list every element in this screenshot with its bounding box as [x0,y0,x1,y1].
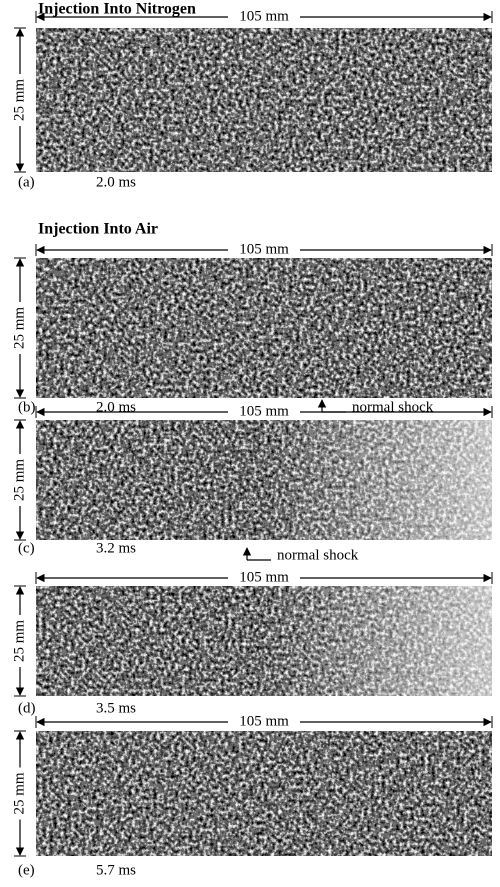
dimension-label-bg [12,767,28,820]
panel-label: (a) [18,174,35,190]
dimension-label-bg [12,454,28,506]
section-title: Injection Into Air [38,221,158,238]
width-label: 105 mm [239,569,289,585]
panel-label: (e) [18,862,35,878]
height-label: 25 mm [11,79,27,121]
time-label: 3.2 ms [96,540,136,556]
panel-label: (b) [18,399,36,415]
height-label: 25 mm [11,307,27,349]
dimension-label-bg [228,714,300,730]
dimension-label-bg [12,615,28,667]
dimension-label-bg [228,242,300,258]
dimension-label-bg [228,570,300,586]
panel-label: (d) [18,700,36,716]
width-label: 105 mm [239,241,289,257]
panel-label: (c) [18,540,35,556]
photo-fade [36,586,492,696]
height-label: 25 mm [11,772,27,814]
annotation: normal shock [352,399,434,415]
photo [36,731,492,856]
dimension-label-bg [228,404,300,420]
time-label: 2.0 ms [96,399,136,415]
time-label: 5.7 ms [96,862,136,878]
dimension-label-bg [12,74,28,126]
photo [36,28,492,172]
annotation: normal shock [277,547,359,563]
photo [36,258,492,398]
height-label: 25 mm [11,620,27,662]
dimension-label-bg [12,302,28,354]
dimension-label-bg [228,9,300,25]
photo-fade [36,420,492,540]
width-label: 105 mm [239,403,289,419]
width-label: 105 mm [239,713,289,729]
time-label: 2.0 ms [96,174,136,190]
section-title: Injection Into Nitrogen [38,1,196,18]
width-label: 105 mm [239,8,289,24]
height-label: 25 mm [11,459,27,501]
time-label: 3.5 ms [96,700,136,716]
